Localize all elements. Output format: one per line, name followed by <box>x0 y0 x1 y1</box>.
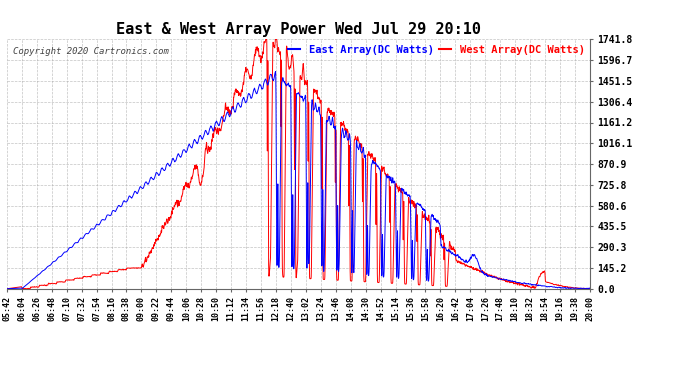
Text: Copyright 2020 Cartronics.com: Copyright 2020 Cartronics.com <box>12 47 168 56</box>
Legend: East Array(DC Watts), West Array(DC Watts): East Array(DC Watts), West Array(DC Watt… <box>288 45 584 55</box>
Title: East & West Array Power Wed Jul 29 20:10: East & West Array Power Wed Jul 29 20:10 <box>116 22 481 37</box>
